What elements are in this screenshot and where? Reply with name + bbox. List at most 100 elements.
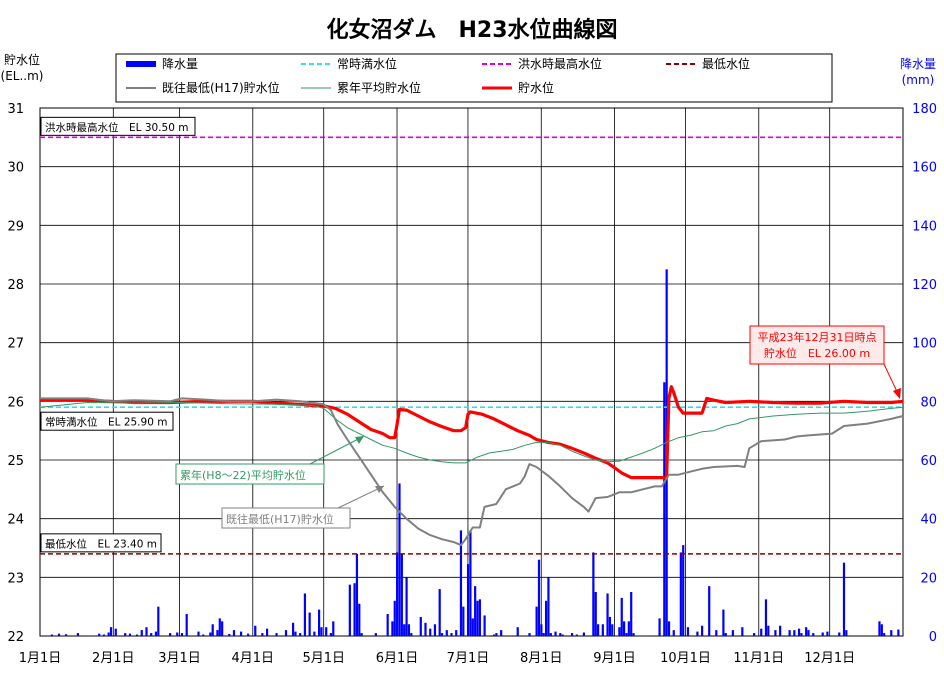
precip-bar (741, 627, 744, 636)
precip-bar (145, 627, 148, 636)
normal-full-label-box (40, 411, 174, 431)
precip-bar (793, 630, 796, 636)
precip-bar (880, 624, 883, 636)
y-right-tick-label: 180 (912, 102, 937, 117)
precip-bar (462, 606, 465, 636)
x-tick-label: 8月1日 (520, 651, 563, 666)
precip-bar (483, 615, 486, 636)
x-tick-label: 6月1日 (376, 651, 419, 666)
y-right-tick-label: 140 (912, 219, 937, 234)
precip-bar (424, 622, 427, 636)
legend-label: 貯水位 (518, 80, 554, 95)
precip-bar (596, 624, 600, 636)
precip-bar (537, 559, 541, 636)
precip-bar (760, 628, 763, 636)
flood-max-label: 洪水時最高水位 EL 30.50 m (45, 121, 188, 134)
precip-bar (632, 633, 635, 636)
precip-bar (232, 630, 236, 636)
precip-bar (348, 584, 351, 636)
x-tick-label: 1月1日 (19, 651, 62, 666)
precip-bar (135, 634, 139, 636)
x-tick-label: 11月1日 (733, 651, 784, 666)
precip-bar (445, 630, 448, 636)
y-right-tick-label: 40 (920, 513, 937, 528)
min-label-box (221, 507, 351, 529)
precip-bar (211, 624, 214, 636)
precip-bar (386, 614, 389, 636)
precip-bar (883, 633, 886, 636)
precip-bar (299, 633, 302, 636)
min-arrowhead (375, 486, 384, 493)
legend-label: 既往最低(H17)貯水位 (162, 80, 280, 95)
precip-bar (807, 630, 810, 636)
precip-bar (254, 625, 257, 636)
precip-bar (308, 612, 311, 636)
precip-bar (495, 633, 498, 636)
precip-bar (764, 599, 768, 636)
precip-bar (150, 633, 153, 636)
precip-bar (672, 630, 675, 636)
x-tick-label: 10月1日 (660, 651, 711, 666)
precip-bar (592, 552, 595, 636)
precip-bar (275, 633, 278, 636)
precip-bar (455, 630, 458, 636)
avg-arrow (309, 435, 365, 465)
y-left-tick-label: 24 (7, 513, 24, 528)
precip-bar (440, 633, 444, 636)
final-annotation-2: 貯水位 EL 26.00 m (764, 346, 870, 360)
precip-bar (332, 621, 335, 636)
precip-bar (294, 631, 297, 636)
precip-bar (284, 630, 288, 636)
precip-bar (838, 632, 841, 636)
precip-bar (239, 631, 243, 636)
series-line (39, 402, 904, 464)
precip-bar (686, 627, 690, 636)
precip-bar (554, 631, 557, 636)
precip-bar (355, 553, 359, 636)
precip-bar (549, 633, 552, 636)
precip-bar (779, 625, 782, 636)
precip-bar (403, 624, 406, 636)
y-right-tick-label: 80 (920, 395, 937, 410)
precip-bar (438, 589, 441, 636)
x-tick-label: 2月1日 (92, 651, 135, 666)
min-arrow (337, 485, 385, 509)
precip-bar (50, 634, 54, 636)
y-right-tick-label: 100 (912, 337, 937, 352)
min-level-label: 最低水位 EL 23.40 m (45, 537, 157, 550)
precip-bar (57, 633, 61, 636)
precip-bar (618, 627, 621, 636)
precip-bar (459, 530, 463, 636)
precip-bar (715, 630, 718, 636)
precip-bar (842, 562, 846, 636)
legend-label: 累年平均貯水位 (337, 80, 421, 95)
precip-bar (469, 530, 472, 636)
precip-bar (516, 627, 519, 636)
precip-bar (774, 630, 777, 636)
precip-bar (114, 628, 117, 636)
final-annotation-1: 平成23年12月31日時点 (758, 330, 877, 344)
precip-bar (722, 609, 725, 636)
precip-bar (202, 634, 205, 636)
precip-bar (608, 616, 612, 636)
precip-bar (878, 621, 881, 636)
precip-bar (821, 632, 824, 636)
precip-bar (845, 630, 848, 636)
precip-bar (185, 614, 188, 636)
precip-bar (701, 625, 704, 636)
precip-bar (65, 634, 68, 636)
precip-bar (433, 624, 437, 636)
series-line (40, 385, 904, 480)
precip-bar (157, 606, 160, 636)
y-left-tick-label: 25 (7, 454, 24, 469)
legend-box (115, 53, 833, 103)
precip-bar (658, 618, 661, 636)
precip-bar (559, 633, 562, 636)
precip-bar (466, 564, 470, 636)
min-level-label-box (40, 533, 162, 553)
y-right-tick-label: 60 (920, 454, 937, 469)
x-tick-label: 3月1日 (158, 651, 201, 666)
precip-bar (429, 628, 432, 636)
precip-bar (724, 633, 727, 636)
